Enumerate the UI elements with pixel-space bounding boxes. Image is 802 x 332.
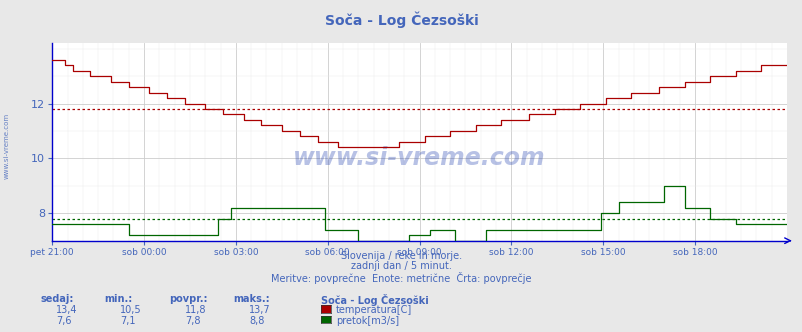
Text: Soča - Log Čezsoški: Soča - Log Čezsoški — [324, 12, 478, 28]
Text: maks.:: maks.: — [233, 294, 269, 304]
Text: 7,6: 7,6 — [56, 316, 71, 326]
Text: 7,1: 7,1 — [120, 316, 136, 326]
Text: www.si-vreme.com: www.si-vreme.com — [3, 113, 10, 179]
Text: 13,7: 13,7 — [249, 305, 270, 315]
Text: pretok[m3/s]: pretok[m3/s] — [335, 316, 399, 326]
Text: min.:: min.: — [104, 294, 132, 304]
Text: 10,5: 10,5 — [120, 305, 142, 315]
Text: 8,8: 8,8 — [249, 316, 264, 326]
Text: Soča - Log Čezsoški: Soča - Log Čezsoški — [321, 294, 428, 306]
Text: sedaj:: sedaj: — [40, 294, 74, 304]
Text: zadnji dan / 5 minut.: zadnji dan / 5 minut. — [350, 261, 452, 271]
Text: Slovenija / reke in morje.: Slovenija / reke in morje. — [341, 251, 461, 261]
Text: www.si-vreme.com: www.si-vreme.com — [293, 146, 545, 170]
Text: 13,4: 13,4 — [56, 305, 78, 315]
Text: Meritve: povprečne  Enote: metrične  Črta: povprečje: Meritve: povprečne Enote: metrične Črta:… — [271, 272, 531, 284]
Text: 11,8: 11,8 — [184, 305, 206, 315]
Text: temperatura[C]: temperatura[C] — [335, 305, 411, 315]
Text: 7,8: 7,8 — [184, 316, 200, 326]
Text: povpr.:: povpr.: — [168, 294, 207, 304]
